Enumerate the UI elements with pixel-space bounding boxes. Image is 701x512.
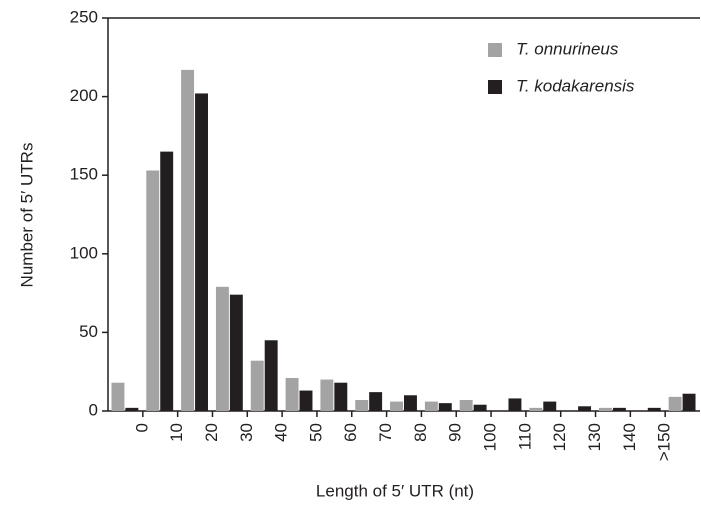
y-tick-label: 200 — [70, 86, 98, 105]
bar — [438, 403, 452, 411]
bar — [404, 395, 417, 411]
bar — [264, 340, 278, 411]
bar — [578, 406, 592, 411]
legend-swatch — [488, 43, 502, 57]
bar — [146, 170, 160, 411]
bar — [459, 399, 473, 411]
x-tick-label: 30 — [237, 423, 256, 442]
bar — [668, 396, 682, 411]
x-tick-label: 70 — [376, 423, 395, 442]
bar — [682, 393, 696, 411]
x-tick-label: 20 — [202, 423, 221, 442]
bar — [334, 382, 348, 411]
x-tick-label: 120 — [550, 423, 569, 451]
y-tick-label: 0 — [89, 400, 98, 419]
bar — [250, 360, 264, 411]
y-tick-label: 100 — [70, 243, 98, 262]
bar — [215, 286, 229, 411]
bar — [543, 401, 557, 411]
x-tick-label: 80 — [411, 423, 430, 442]
x-tick-label: 0 — [132, 423, 151, 432]
y-tick-label: 150 — [70, 165, 98, 184]
bar — [647, 407, 661, 411]
x-axis-label: Length of 5′ UTR (nt) — [316, 481, 474, 500]
legend-swatch — [488, 80, 502, 94]
x-tick-label: 60 — [341, 423, 360, 442]
legend-label: T. onnurineus — [516, 39, 619, 58]
bar — [473, 404, 487, 411]
bar — [320, 379, 334, 411]
y-axis-label: Number of 5′ UTRs — [17, 143, 36, 288]
bar — [285, 377, 299, 411]
bar — [612, 407, 626, 411]
x-tick-label: 50 — [306, 423, 325, 442]
bar — [390, 401, 403, 411]
bar — [599, 407, 612, 411]
x-tick-label: 140 — [620, 423, 639, 451]
legend-label: T. kodakarensis — [516, 76, 635, 95]
bar — [508, 398, 522, 411]
bar — [195, 93, 208, 412]
bar — [369, 392, 383, 411]
bar — [160, 151, 174, 411]
x-tick-label: 110 — [515, 423, 534, 450]
bar — [111, 382, 125, 411]
y-tick-label: 250 — [70, 7, 98, 26]
bar — [181, 69, 195, 411]
bar — [299, 390, 313, 411]
x-tick-label: >150 — [655, 423, 674, 461]
bar — [424, 401, 438, 411]
bar — [229, 294, 243, 411]
bar — [529, 407, 543, 411]
bar — [125, 407, 139, 411]
x-tick-label: 40 — [272, 423, 291, 442]
x-tick-label: 10 — [167, 423, 186, 442]
x-tick-label: 90 — [446, 423, 465, 442]
x-tick-label: 130 — [585, 423, 604, 451]
bar — [355, 399, 369, 411]
x-tick-label: 100 — [481, 423, 500, 451]
y-tick-label: 50 — [79, 322, 98, 341]
